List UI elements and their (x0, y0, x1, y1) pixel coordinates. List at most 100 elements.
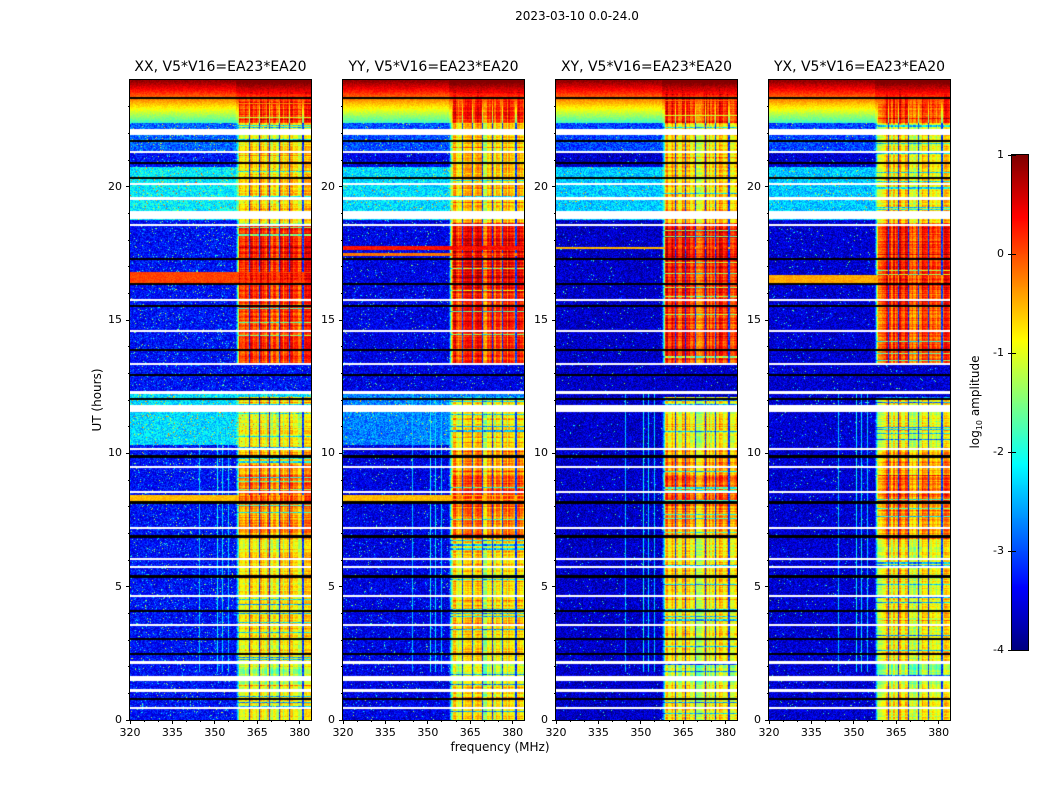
colorbar-tick-label: -4 (993, 643, 1004, 656)
y-minor-tick-mark (554, 292, 556, 294)
y-tick-label: 5 (328, 579, 335, 593)
x-minor-tick-mark (696, 720, 698, 722)
x-tick-label: 320 (758, 726, 780, 739)
y-minor-tick-mark (767, 212, 769, 214)
x-minor-tick-mark (242, 720, 244, 722)
x-tick-label: 365 (459, 726, 481, 739)
x-tick-label: 335 (374, 726, 396, 739)
colorbar-tick-mark (1008, 154, 1016, 156)
y-minor-tick-mark (554, 532, 556, 534)
y-minor-tick-mark (767, 692, 769, 694)
spectrogram-canvas-yy (343, 80, 524, 720)
y-minor-tick-mark (767, 559, 769, 561)
x-tick-mark (725, 720, 727, 724)
y-minor-tick-mark (767, 399, 769, 401)
y-minor-tick-mark (128, 346, 130, 348)
y-minor-tick-mark (341, 666, 343, 668)
y-minor-tick-mark (341, 132, 343, 134)
y-tick-mark (126, 586, 130, 588)
y-minor-tick-mark (767, 372, 769, 374)
y-minor-tick-mark (767, 479, 769, 481)
x-tick-mark (469, 720, 471, 724)
x-tick-label: 380 (715, 726, 737, 739)
y-minor-tick-mark (554, 106, 556, 108)
y-minor-tick-mark (554, 559, 556, 561)
y-minor-tick-mark (767, 159, 769, 161)
y-minor-tick-mark (554, 506, 556, 508)
y-minor-tick-mark (767, 346, 769, 348)
y-tick-label: 20 (534, 179, 548, 193)
y-minor-tick-mark (128, 692, 130, 694)
colorbar-tick-mark (1008, 253, 1016, 255)
y-tick-label: 20 (108, 179, 122, 193)
y-minor-tick-mark (554, 372, 556, 374)
y-minor-tick-mark (128, 559, 130, 561)
x-minor-tick-mark (909, 720, 911, 722)
colorbar-tick-label: -3 (993, 544, 1004, 557)
x-minor-tick-mark (285, 720, 287, 722)
x-minor-tick-mark (711, 720, 713, 722)
y-minor-tick-mark (767, 239, 769, 241)
colorbar-tick-mark (1008, 451, 1016, 453)
y-minor-tick-mark (767, 266, 769, 268)
y-tick-mark (339, 586, 343, 588)
y-minor-tick-mark (767, 506, 769, 508)
x-tick-label: 335 (587, 726, 609, 739)
x-tick-mark (129, 720, 131, 724)
y-minor-tick-mark (554, 132, 556, 134)
x-minor-tick-mark (399, 720, 401, 722)
colorbar-tick-mark (1008, 550, 1016, 552)
colorbar-tick-label: 0 (997, 247, 1004, 260)
y-minor-tick-mark (341, 346, 343, 348)
x-minor-tick-mark (881, 720, 883, 722)
x-minor-tick-mark (157, 720, 159, 722)
x-tick-label: 350 (417, 726, 439, 739)
x-tick-label: 350 (204, 726, 226, 739)
x-tick-mark (342, 720, 344, 724)
y-minor-tick-mark (341, 479, 343, 481)
y-minor-tick-mark (767, 639, 769, 641)
y-tick-mark (765, 586, 769, 588)
colorbar-gradient (1012, 155, 1028, 650)
panel-title-yx: YX, V5*V16=EA23*EA20 (773, 59, 946, 75)
y-minor-tick-mark (128, 159, 130, 161)
y-tick-mark (552, 319, 556, 321)
x-tick-label: 365 (885, 726, 907, 739)
y-tick-label: 10 (747, 446, 761, 460)
y-minor-tick-mark (554, 159, 556, 161)
x-tick-label: 365 (672, 726, 694, 739)
x-tick-mark (810, 720, 812, 724)
y-tick-mark (552, 186, 556, 188)
x-tick-label: 320 (119, 726, 141, 739)
x-tick-mark (938, 720, 940, 724)
y-minor-tick-mark (128, 132, 130, 134)
y-minor-tick-mark (341, 639, 343, 641)
x-minor-tick-mark (569, 720, 571, 722)
y-minor-tick-mark (554, 426, 556, 428)
x-tick-mark (597, 720, 599, 724)
y-tick-label: 5 (541, 579, 548, 593)
y-minor-tick-mark (554, 479, 556, 481)
y-minor-tick-mark (128, 292, 130, 294)
x-minor-tick-mark (867, 720, 869, 722)
y-tick-mark (339, 452, 343, 454)
x-minor-tick-mark (782, 720, 784, 722)
y-tick-mark (126, 452, 130, 454)
y-minor-tick-mark (128, 506, 130, 508)
y-tick-mark (339, 319, 343, 321)
y-minor-tick-mark (554, 346, 556, 348)
x-minor-tick-mark (370, 720, 372, 722)
spectrogram-canvas-yx (769, 80, 950, 720)
x-minor-tick-mark (228, 720, 230, 722)
x-tick-label: 380 (289, 726, 311, 739)
y-minor-tick-mark (767, 106, 769, 108)
x-minor-tick-mark (626, 720, 628, 722)
y-minor-tick-mark (554, 212, 556, 214)
y-minor-tick-mark (128, 532, 130, 534)
colorbar-tick-label: 1 (997, 148, 1004, 161)
x-minor-tick-mark (483, 720, 485, 722)
x-tick-label: 365 (246, 726, 268, 739)
spectrogram-canvas-xy (556, 80, 737, 720)
y-tick-mark (552, 586, 556, 588)
figure-title: 2023-03-10 0.0-24.0 (515, 9, 639, 23)
